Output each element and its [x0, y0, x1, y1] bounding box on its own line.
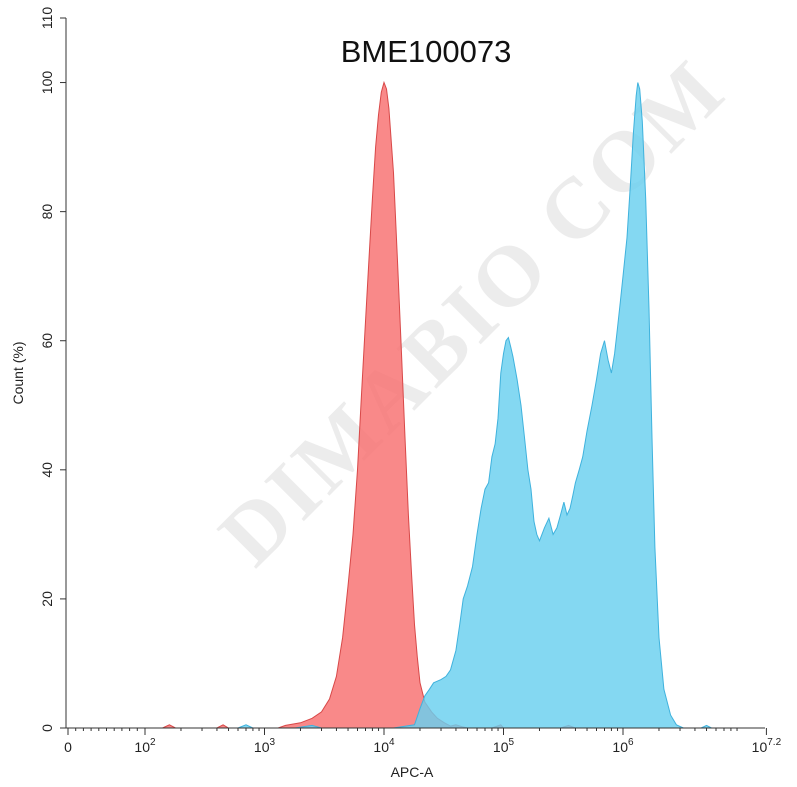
y-tick-label: 100	[39, 71, 55, 95]
x-axis-label: APC-A	[391, 764, 434, 780]
watermark: DIMABIO COM	[201, 40, 744, 583]
histogram-series	[162, 80, 712, 729]
x-tick-label: 106	[612, 737, 634, 755]
y-tick-label: 80	[39, 204, 55, 220]
y-tick-label: 20	[39, 591, 55, 607]
x-tick-label: 104	[373, 737, 395, 755]
x-tick-label: 0	[64, 739, 72, 755]
y-tick-label: 110	[39, 7, 55, 30]
y-tick-label: 40	[39, 462, 55, 478]
y-axis-label: Count (%)	[10, 341, 26, 404]
chart-title: BME100073	[341, 34, 512, 69]
y-ticks: 0 20 40 60 80 100 110	[39, 7, 66, 732]
y-tick-label: 0	[39, 724, 55, 732]
x-tick-label: 103	[254, 737, 276, 755]
x-tick-label: 102	[134, 737, 156, 755]
x-tick-label: 105	[493, 737, 515, 755]
y-tick-label: 60	[39, 333, 55, 349]
histogram-area-2	[237, 82, 712, 729]
x-ticks: 0 102 103 104 105 106 107.2	[64, 728, 782, 755]
axes	[65, 18, 765, 729]
watermark-text: DIMABIO COM	[201, 40, 744, 583]
x-tick-label: 107.2	[752, 737, 782, 755]
